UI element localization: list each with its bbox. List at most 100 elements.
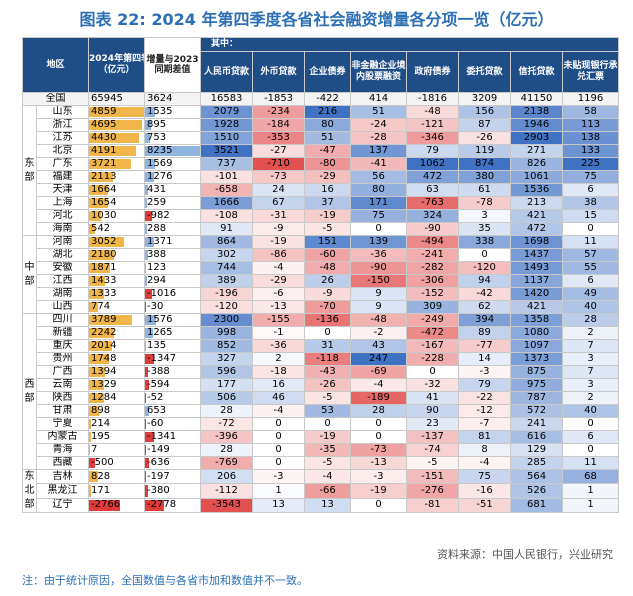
component-value-cell: -121: [406, 118, 460, 132]
component-value-cell: -150: [350, 274, 408, 288]
yoy-value: -52: [147, 392, 164, 404]
component-value-cell: 2138: [510, 105, 564, 119]
table-row: 福建 2113 1276 -101 -73 -29 56 472 380 1061 75: [23, 170, 620, 184]
component-value-cell: -31: [252, 209, 306, 223]
component-value-cell: 0: [304, 417, 352, 431]
region-name: 西藏: [35, 456, 90, 470]
q4-total-cell: 195: [88, 430, 146, 444]
component-value-cell: -282: [406, 261, 460, 275]
region-name: 宁夏: [35, 417, 90, 431]
component-value-cell: -346: [406, 131, 460, 145]
component-value-cell: 3521: [200, 144, 254, 158]
component-value-cell: 213: [510, 196, 564, 210]
component-value-cell: -249: [406, 313, 460, 327]
yoy-cell: 1265: [144, 326, 202, 340]
component-value-cell: -19: [350, 483, 408, 499]
component-value-cell: -16: [458, 483, 512, 499]
component-value-cell: 89: [458, 326, 512, 340]
q4-total-value: 3789: [91, 314, 117, 326]
q4-total-value: 2242: [91, 327, 117, 339]
component-value-cell: -80: [304, 157, 352, 171]
component-value-cell: 414: [350, 92, 408, 106]
component-value-cell: 53: [304, 404, 352, 418]
table-row: 辽宁 -2766 -2778 -3543 13 13 0 -81 -51 681 1: [23, 497, 620, 514]
total-bar: [89, 367, 105, 377]
total-bar: [89, 276, 106, 286]
yoy-value: -149: [147, 444, 170, 456]
q4-total-cell: 4430: [88, 131, 146, 145]
component-value-cell: 1946: [510, 118, 564, 132]
yoy-cell: -30: [144, 300, 202, 314]
component-value-cell: 137: [350, 144, 408, 158]
component-value-cell: -29: [304, 170, 352, 184]
component-value-cell: 852: [200, 339, 254, 353]
component-value-cell: 1536: [510, 183, 564, 197]
component-value-cell: 0: [252, 417, 306, 431]
component-value-cell: -151: [406, 468, 460, 485]
table-body: 全国 65945 3624 16583 -1853 -422 414 -1816 3209 411…: [21, 92, 620, 514]
component-value-cell: 6: [562, 183, 620, 197]
q4-total-cell: 1654: [88, 196, 146, 210]
component-value-cell: 38: [562, 196, 620, 210]
q4-total-cell: 214: [88, 417, 146, 431]
region-name: 甘肃: [35, 404, 90, 418]
q4-total-cell: 7: [88, 443, 146, 457]
region-name: 江苏: [35, 131, 90, 145]
component-value-cell: -196: [200, 287, 254, 301]
yoy-bar: [145, 432, 154, 442]
component-value-cell: -120: [458, 261, 512, 275]
yoy-bar: [145, 354, 154, 364]
yoy-value: 123: [147, 262, 167, 274]
col-gov-bonds: 政府债券: [406, 51, 460, 93]
component-value-cell: 35: [458, 222, 512, 236]
q4-total-cell: 1284: [88, 391, 146, 405]
component-value-cell: 216: [304, 105, 352, 119]
yoy-value: -1016: [147, 288, 177, 300]
yoy-bar: [145, 485, 148, 497]
component-value-cell: 87: [458, 118, 512, 132]
component-value-cell: -48: [350, 313, 408, 327]
table-row: 安徽 1871 123 744 -4 -48 -90 -282 -120 1493 55: [23, 261, 620, 275]
yoy-bar: [145, 406, 150, 416]
yoy-bar: [145, 458, 150, 468]
component-value-cell: -36: [350, 248, 408, 262]
component-value-cell: -3: [350, 468, 408, 485]
component-value-cell: -78: [458, 196, 512, 210]
yoy-value: -60: [147, 418, 164, 430]
component-value-cell: -41: [350, 157, 408, 171]
component-value-cell: -13: [350, 456, 408, 470]
q4-total-cell: 1748: [88, 352, 146, 366]
component-value-cell: 156: [458, 105, 512, 119]
component-value-cell: -90: [350, 261, 408, 275]
q4-total-value: 828: [91, 470, 111, 482]
component-value-cell: -48: [406, 105, 460, 119]
yoy-bar: [145, 341, 146, 351]
component-value-cell: 81: [458, 430, 512, 444]
component-value-cell: -70: [304, 300, 352, 314]
component-value-cell: 15: [562, 209, 620, 223]
component-value-cell: 61: [458, 183, 512, 197]
yoy-cell: 1569: [144, 157, 202, 171]
component-value-cell: -28: [350, 131, 408, 145]
yoy-cell: 294: [144, 274, 202, 288]
figure-title: 图表 22: 2024 年第四季度各省社会融资增量各分项一览（亿元）: [79, 10, 554, 29]
total-bar: [89, 341, 112, 351]
q4-total-cell: 1433: [88, 274, 146, 288]
component-value-cell: 596: [200, 365, 254, 379]
region-group-label: 西部: [22, 313, 37, 470]
component-value-cell: -306: [406, 274, 460, 288]
component-value-cell: 28: [200, 404, 254, 418]
component-value-cell: 0: [562, 443, 620, 457]
table-row: 陕西 1284 -52 506 46 -5 -189 41 -22 787 2: [23, 391, 620, 405]
q4-total-value: 542: [91, 223, 111, 235]
component-value-cell: 49: [562, 287, 620, 301]
yoy-header: 增量与2023同期差值: [144, 37, 202, 93]
component-value-cell: -60: [304, 248, 352, 262]
q4-total-cell: 4191: [88, 144, 146, 158]
component-value-cell: -66: [304, 483, 352, 499]
component-value-cell: -4: [350, 378, 408, 392]
component-value-cell: 1: [562, 483, 620, 499]
q4-total-cell: 4859: [88, 105, 146, 119]
yoy-value: 753: [147, 132, 167, 144]
component-value-cell: -19: [304, 209, 352, 223]
